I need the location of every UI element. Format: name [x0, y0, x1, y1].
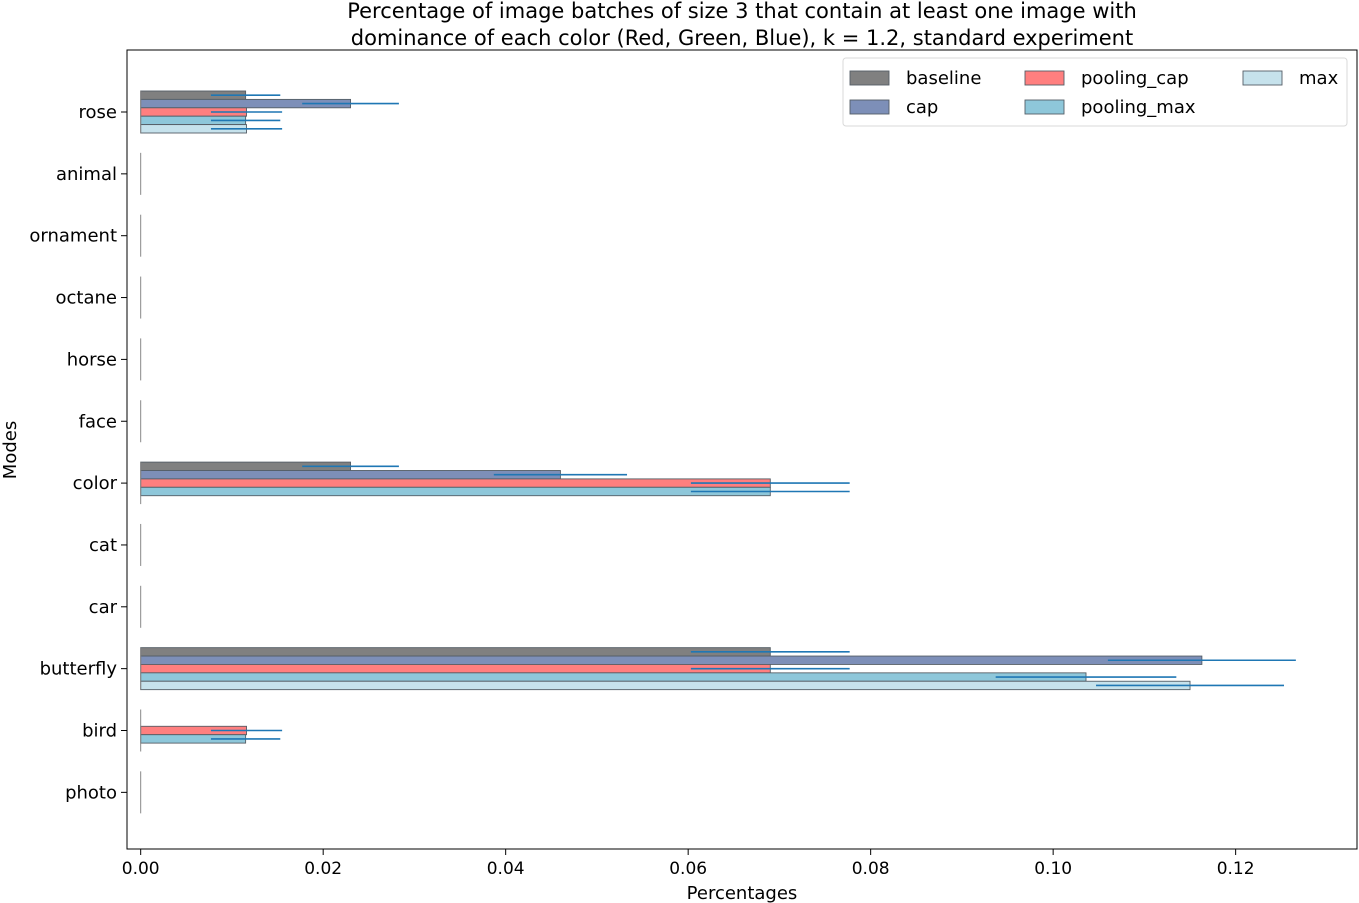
y-tick-label-butterfly: butterfly: [40, 659, 118, 680]
x-tick-label: 0.04: [487, 859, 525, 879]
error-bars-layer: [210, 94, 1296, 740]
legend-swatch-cap: [849, 99, 890, 115]
plot-frame: [126, 49, 1358, 850]
legend: baseline cap pooling_cap pooling_max max: [842, 57, 1348, 127]
bar-butterfly-pooling_cap: [140, 664, 771, 674]
bar-color-pooling_max: [140, 486, 771, 497]
legend-label-cap: cap: [906, 97, 938, 118]
x-tick-label: 0.10: [1034, 859, 1072, 879]
legend-swatch-pooling_max: [1024, 99, 1065, 115]
y-tick-label-car: car: [89, 597, 118, 618]
y-tick-label-face: face: [79, 411, 117, 432]
legend-swatch-baseline: [849, 70, 890, 86]
y-axis-label: Modes: [0, 421, 21, 479]
x-tick-label: 0.00: [122, 859, 160, 879]
bar-butterfly-pooling_max: [140, 672, 1087, 682]
x-tick-label: 0.06: [669, 859, 707, 879]
chart-title-line-1: Percentage of image batches of size 3 th…: [347, 0, 1137, 23]
legend-swatch-max: [1242, 70, 1283, 86]
x-axis-ticks: 0.00 0.02 0.04 0.06 0.08 0.10 0.12: [122, 849, 1255, 879]
legend-frame: [842, 57, 1348, 127]
bar-butterfly-max: [140, 680, 1191, 691]
y-tick-label-animal: animal: [56, 164, 117, 185]
legend-label-baseline: baseline: [906, 68, 981, 89]
bar-butterfly-baseline: [140, 647, 771, 657]
x-tick-label: 0.02: [304, 859, 342, 879]
y-tick-label-cat: cat: [89, 535, 117, 556]
x-tick-label: 0.12: [1217, 859, 1255, 879]
bar-butterfly-cap: [140, 655, 1203, 665]
bar-color-pooling_cap: [140, 478, 771, 488]
y-tick-label-horse: horse: [67, 349, 117, 370]
y-tick-label-color: color: [73, 473, 118, 494]
y-tick-label-rose: rose: [79, 102, 117, 123]
chart-title-line-2: dominance of each color (Red, Green, Blu…: [351, 26, 1133, 50]
y-tick-label-ornament: ornament: [29, 226, 117, 247]
legend-label-max: max: [1299, 68, 1339, 89]
y-tick-label-photo: photo: [65, 782, 117, 803]
bars-layer: [140, 90, 1203, 814]
legend-swatch-pooling_cap: [1024, 70, 1065, 86]
x-tick-label: 0.08: [852, 859, 890, 879]
y-tick-label-octane: octane: [56, 288, 117, 309]
y-axis-ticks: rose animal ornament octane horse face color ca…: [29, 102, 127, 803]
legend-label-pooling_max: pooling_max: [1081, 97, 1196, 118]
x-axis-label: Percentages: [687, 883, 798, 903]
legend-label-pooling_cap: pooling_cap: [1081, 68, 1189, 89]
y-tick-label-bird: bird: [82, 721, 117, 742]
